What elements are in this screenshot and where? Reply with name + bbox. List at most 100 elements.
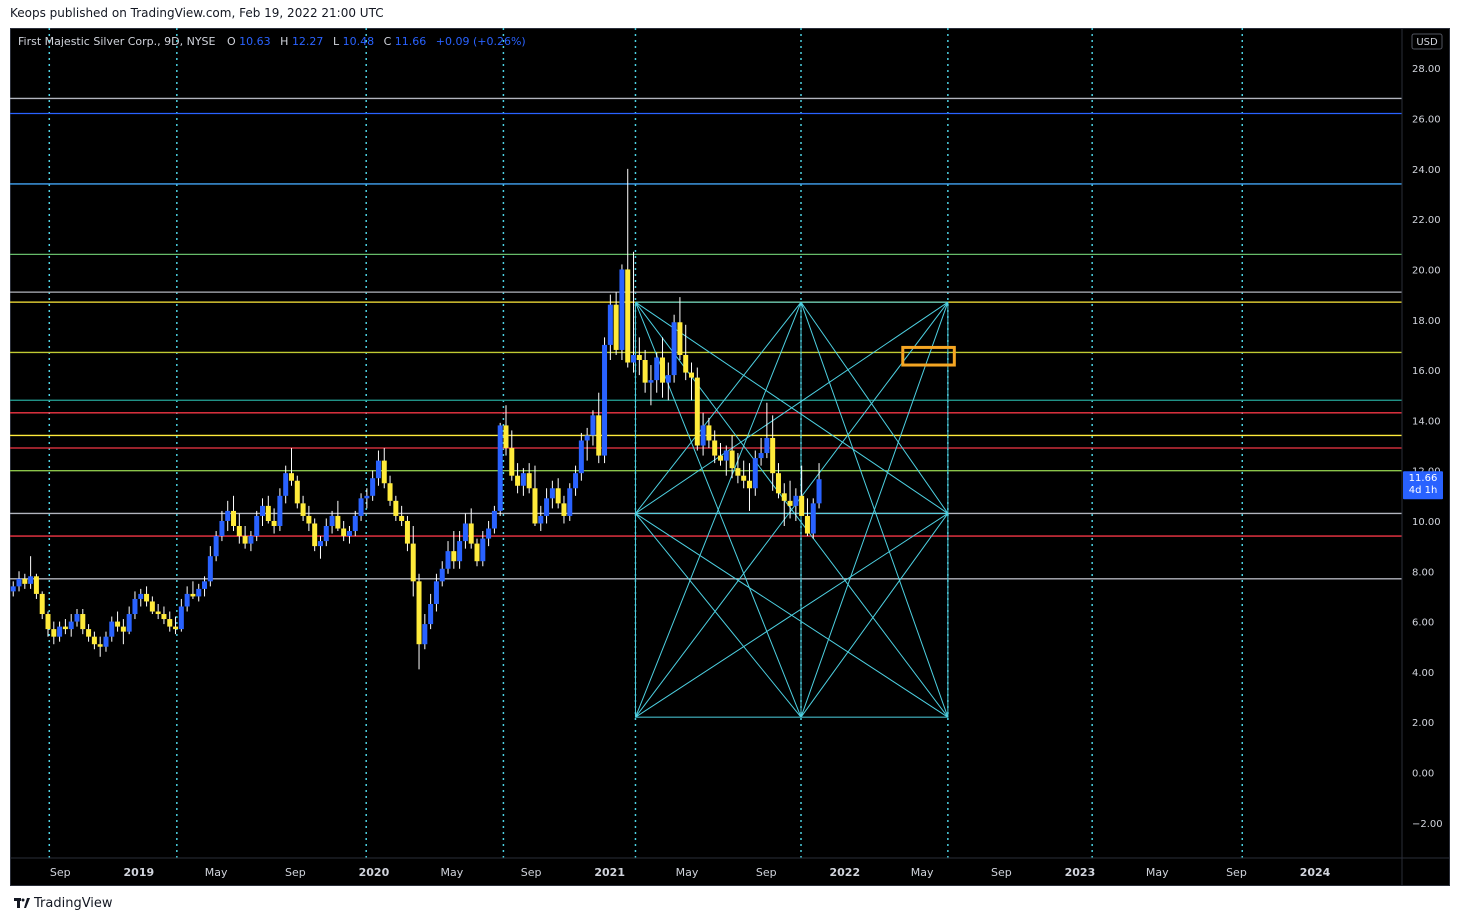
- candle-body: [22, 578, 28, 584]
- candle-body: [486, 528, 492, 539]
- candle-body: [787, 500, 793, 506]
- candle-body: [648, 380, 654, 383]
- footer-brand-label: TradingView: [34, 896, 113, 911]
- x-tick-label: Sep: [521, 866, 542, 879]
- candle-body: [155, 611, 161, 615]
- candle-body: [700, 425, 706, 446]
- candle-body: [532, 488, 538, 524]
- x-tick-label: 2020: [359, 866, 390, 879]
- footer-brand[interactable]: TradingView: [14, 896, 113, 911]
- candle-body: [752, 458, 758, 489]
- y-tick-label: 6.00: [1412, 618, 1434, 629]
- candle-body: [103, 636, 109, 647]
- candle-body: [39, 593, 45, 615]
- bar-countdown: 4d 1h: [1409, 485, 1438, 496]
- svg-text:First Majestic Silver Corp., 9: First Majestic Silver Corp., 9D, NYSE O …: [18, 35, 526, 48]
- x-tick-label: 2021: [594, 866, 625, 879]
- candle-body: [86, 629, 92, 637]
- y-tick-label: −2.00: [1412, 819, 1443, 830]
- candle-body: [62, 626, 68, 630]
- candle-body: [358, 498, 364, 516]
- x-tick-label: Sep: [50, 866, 71, 879]
- gann-line: [635, 513, 949, 718]
- candle-body: [474, 543, 480, 562]
- candle-body: [810, 503, 816, 534]
- candle-body: [126, 614, 132, 632]
- y-tick-label: 18.00: [1412, 316, 1441, 327]
- gann-line: [635, 301, 949, 514]
- candle-body: [167, 619, 173, 627]
- candle-body: [80, 614, 86, 630]
- candle-body: [660, 357, 666, 383]
- price-axis-layer: USD 28.00 26.00 24.00 22.00 20.00 18.00 16.00 1…: [10, 28, 1450, 886]
- candle-body: [341, 528, 347, 537]
- candle-body: [300, 503, 306, 516]
- gann-line: [800, 301, 949, 514]
- candle-body: [207, 556, 213, 582]
- candle-body: [91, 636, 97, 645]
- y-tick-label: 26.00: [1412, 115, 1441, 126]
- candle-body: [764, 437, 770, 454]
- gann-box-layer: [634, 301, 949, 718]
- y-tick-label: 8.00: [1412, 567, 1434, 578]
- symbol-title[interactable]: First Majestic Silver Corp., 9D, NYSE: [18, 35, 216, 48]
- candle-body: [399, 515, 405, 521]
- publisher-credit: Keops published on TradingView.com, Feb …: [10, 6, 384, 20]
- y-tick-label: 0.00: [1412, 768, 1434, 779]
- candle-body: [109, 621, 115, 637]
- candle-body: [45, 614, 51, 630]
- gann-line: [800, 301, 949, 718]
- candle-body: [312, 523, 318, 547]
- candle-body: [346, 531, 352, 537]
- candle-body: [196, 588, 202, 597]
- candle-body: [190, 593, 196, 597]
- candle-body: [526, 473, 532, 489]
- candle-body: [816, 479, 822, 504]
- candle-body: [219, 520, 225, 537]
- currency-box[interactable]: [1411, 33, 1443, 50]
- candle-body: [271, 520, 277, 526]
- high-label: H: [280, 35, 288, 48]
- candle-body: [602, 344, 608, 456]
- y-tick-label: 24.00: [1412, 165, 1441, 176]
- candle-body: [277, 495, 283, 526]
- candle-body: [451, 551, 457, 562]
- x-tick-label: 2022: [830, 866, 861, 879]
- candle-body: [683, 354, 689, 373]
- candle-body: [613, 304, 619, 350]
- x-tick-label: Sep: [285, 866, 306, 879]
- candle-body: [97, 644, 103, 647]
- candle-body: [184, 593, 190, 607]
- open-label: O: [227, 35, 236, 48]
- y-tick-label: 10.00: [1412, 517, 1441, 528]
- price-chart[interactable]: USD 28.00 26.00 24.00 22.00 20.00 18.00 16.00 1…: [10, 28, 1450, 886]
- candle-body: [10, 586, 16, 592]
- last-price-marker: 11.66 4d 1h: [1403, 471, 1443, 500]
- candle-body: [294, 480, 300, 504]
- low-label: L: [333, 35, 340, 48]
- candle-body: [231, 510, 237, 526]
- candle-body: [68, 621, 74, 630]
- candle-body: [329, 515, 335, 526]
- candle-body: [694, 377, 700, 446]
- candle-body: [549, 488, 555, 499]
- x-tick-label: May: [676, 866, 699, 879]
- candle-body: [33, 576, 39, 594]
- candle-body: [428, 603, 434, 625]
- high-value: 12.27: [292, 35, 324, 48]
- candle-body: [144, 593, 150, 602]
- cycle-lines-layer: [48, 28, 1244, 858]
- candle-body: [149, 601, 155, 612]
- candle-body: [202, 581, 208, 589]
- currency-label: USD: [1416, 37, 1438, 48]
- candle-body: [538, 515, 544, 524]
- candle-body: [335, 515, 341, 529]
- candle-body: [631, 354, 637, 363]
- close-label: C: [384, 35, 392, 48]
- candle-body: [799, 495, 805, 516]
- candle-body: [770, 437, 776, 474]
- candle-body: [758, 453, 764, 459]
- candle-body: [283, 473, 289, 496]
- x-tick-label: Sep: [756, 866, 777, 879]
- candle-body: [51, 629, 57, 637]
